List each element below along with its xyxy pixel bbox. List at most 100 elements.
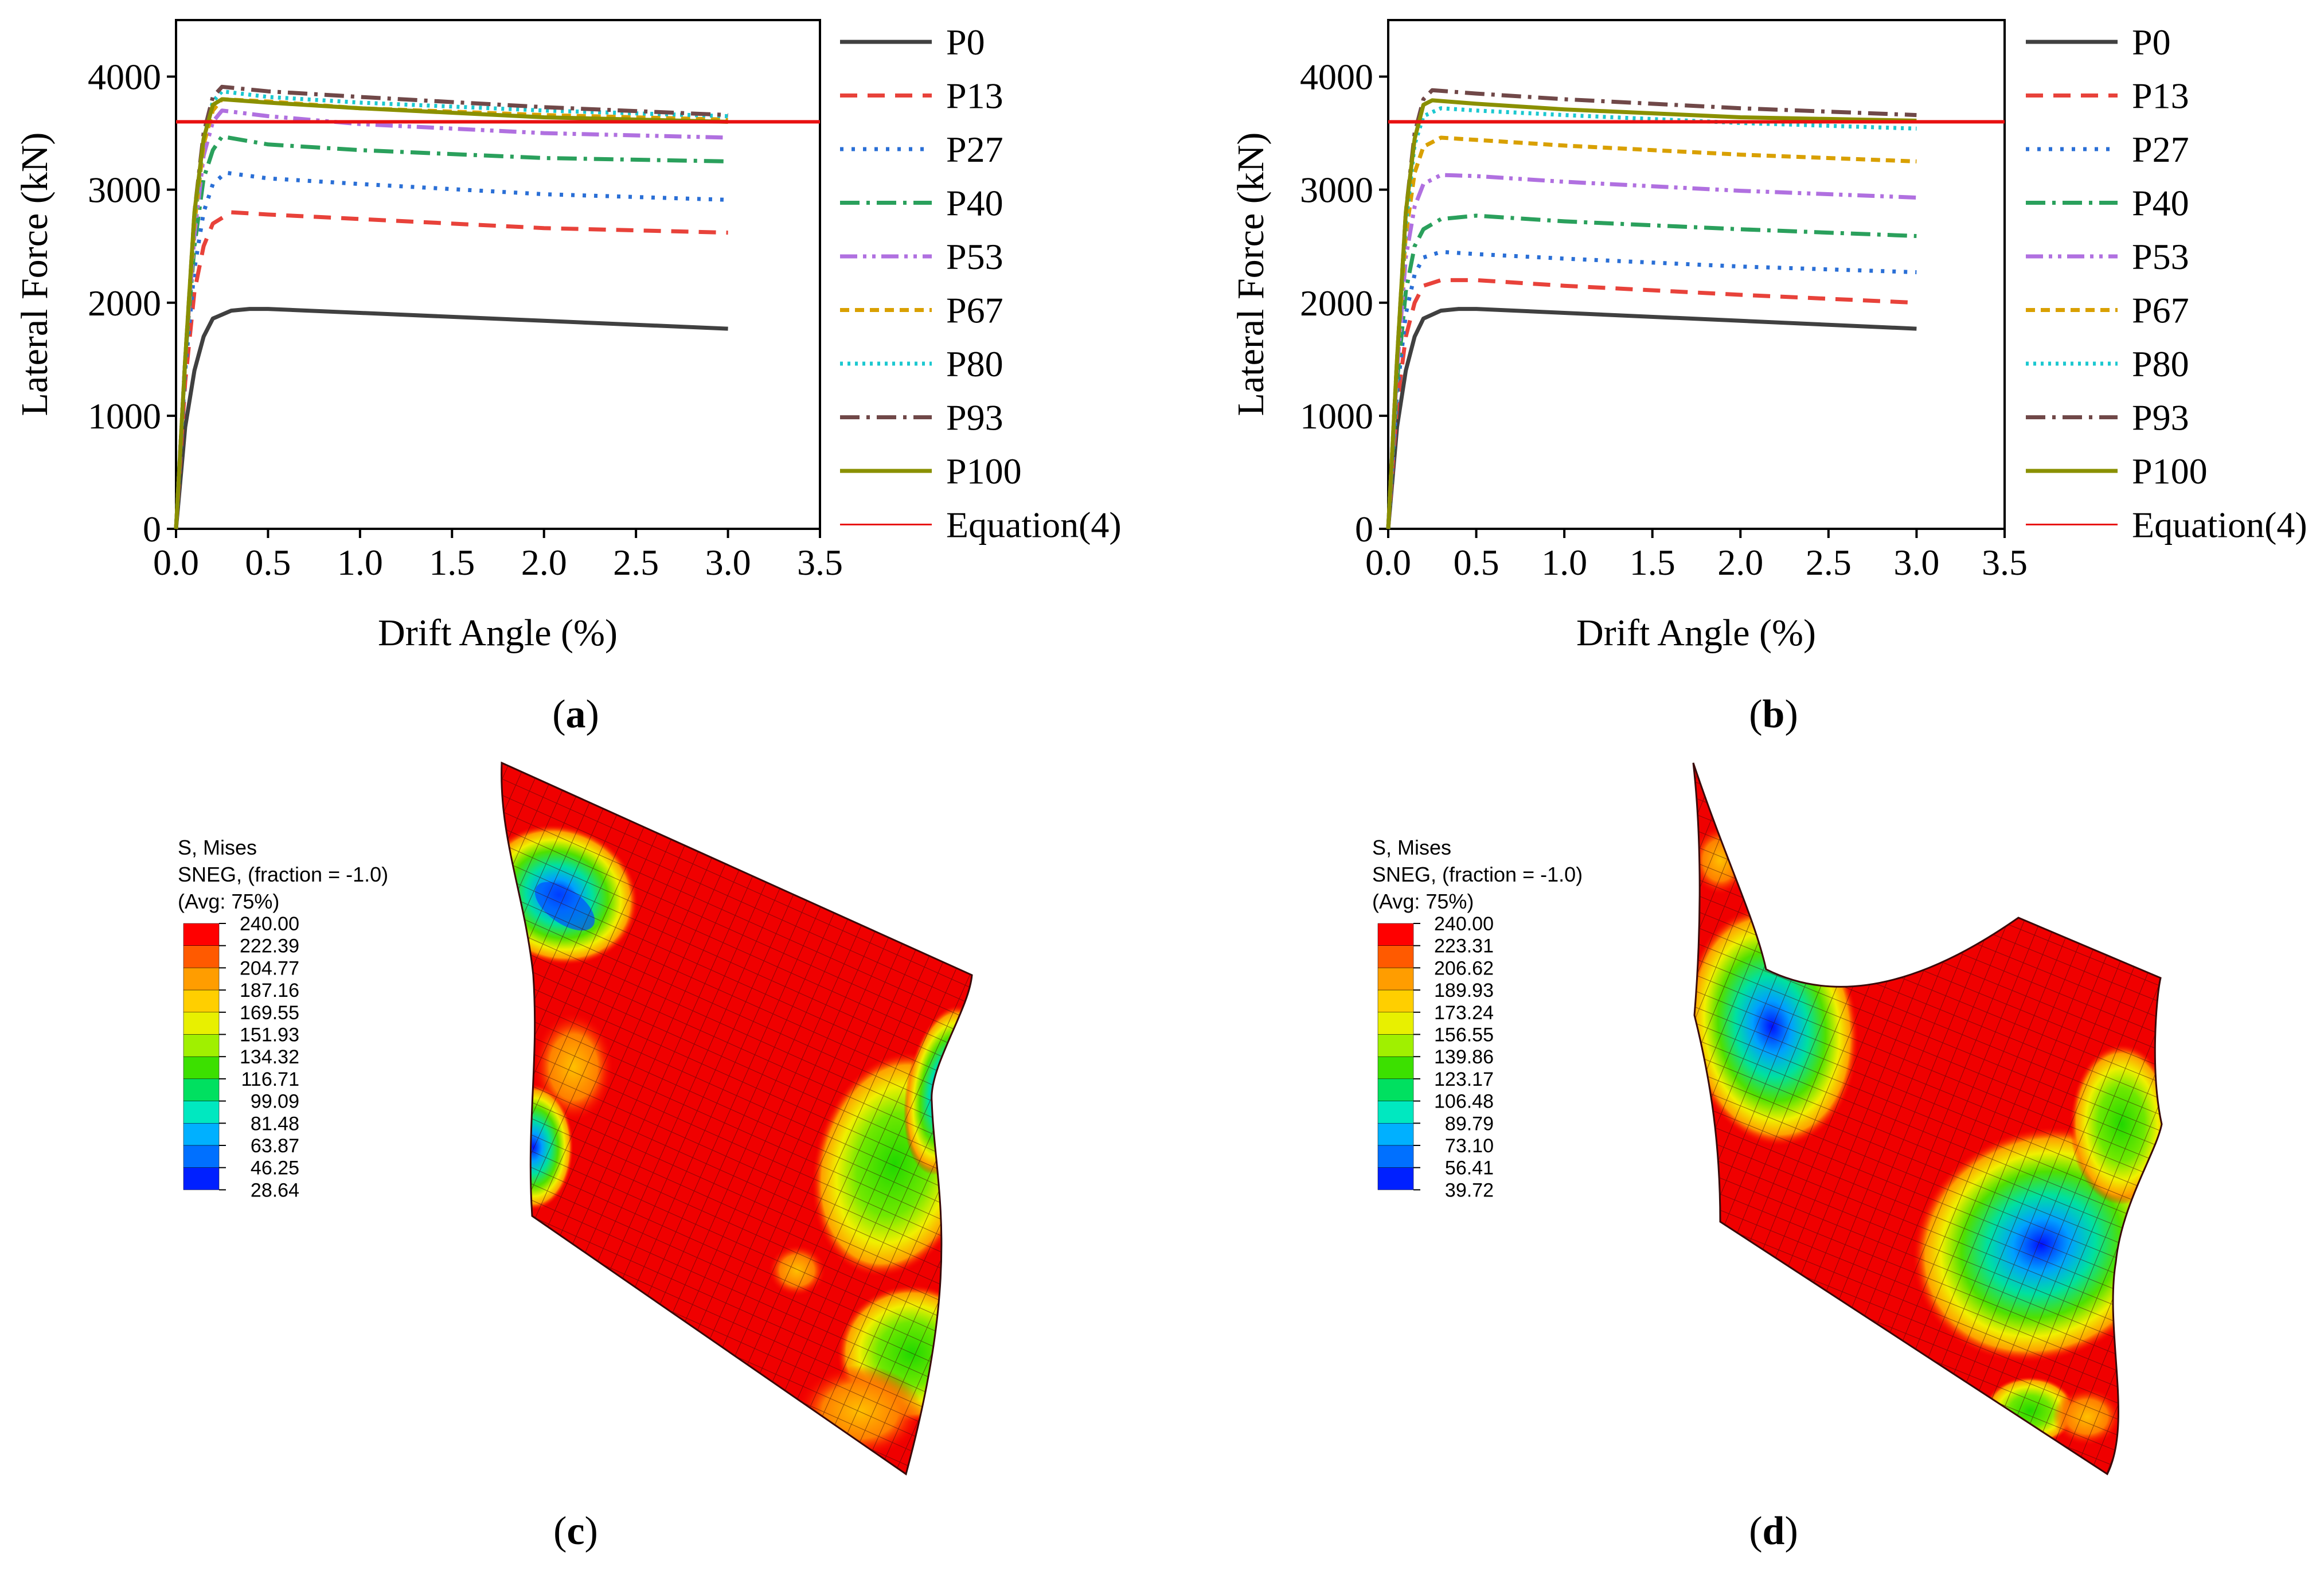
contour-level-label-c: 116.71 [241, 1069, 299, 1090]
contour-level-label-c: 169.55 [240, 1002, 299, 1024]
contour-swatch-d [1377, 1034, 1414, 1057]
contour-swatch-c [183, 1012, 220, 1035]
x-tick-label-a: 2.0 [521, 542, 567, 583]
series-line-p100-b [1386, 98, 1917, 529]
contour-title-line-c: (Avg: 75%) [178, 890, 279, 913]
contour-swatch-c [183, 923, 220, 946]
svg-text:(a): (a) [552, 692, 599, 736]
y-tick-label-b: 0 [1355, 509, 1373, 549]
y-tick-label-a: 0 [143, 509, 161, 549]
contour-title-line-d: S, Mises [1372, 836, 1451, 859]
legend-label-p67-a: P67 [946, 290, 1003, 331]
series-line-p40-b [1386, 213, 1917, 529]
contour-level-label-c: 28.64 [251, 1179, 299, 1201]
y-axis-label-a: Lateral Force (kN) [14, 132, 56, 416]
contour-level-label-d: 223.31 [1434, 935, 1494, 957]
series-group-a [174, 84, 820, 529]
legend-label-equation4-a: Equation(4) [946, 505, 1122, 545]
contour-panel-c: S, Mises SNEG, (fraction = -1.0) (Avg: 75%… [178, 761, 973, 1553]
contour-swatch-c [183, 945, 220, 968]
legend-label-p67-b: P67 [2132, 290, 2189, 331]
y-tick-label-a: 2000 [88, 283, 161, 323]
series-line-p53-a [174, 108, 728, 529]
y-tick-label-b: 2000 [1300, 283, 1373, 323]
legend-label-p100-b: P100 [2132, 451, 2208, 492]
contour-level-label-d: 173.24 [1434, 1002, 1494, 1024]
y-tick-label-b: 1000 [1300, 396, 1373, 436]
contour-level-label-d: 89.79 [1445, 1113, 1494, 1135]
contour-level-label-d: 206.62 [1434, 957, 1494, 979]
legend-label-p27-b: P27 [2132, 129, 2189, 170]
contour-swatch-d [1377, 923, 1414, 946]
deformed-plate-c [501, 761, 973, 1476]
caption-a-letter: a [566, 692, 586, 736]
contour-level-label-c: 46.25 [251, 1157, 299, 1179]
series-line-p100-a [174, 97, 728, 529]
contour-swatch-d [1377, 1012, 1414, 1035]
x-tick-label-a: 3.5 [797, 542, 843, 583]
legend-label-p13-b: P13 [2132, 76, 2189, 116]
series-line-p13-b [1386, 278, 1917, 529]
series-line-p27-a [174, 170, 728, 529]
contour-swatch-c [183, 1034, 220, 1057]
y-tick-label-a: 4000 [88, 57, 161, 98]
x-tick-label-b: 3.5 [1982, 542, 2028, 583]
contour-swatch-c [183, 1123, 220, 1146]
legend-label-p80-b: P80 [2132, 344, 2189, 384]
x-tick-label-b: 2.5 [1806, 542, 1852, 583]
series-line-p67-a [174, 97, 728, 529]
series-line-p13-a [174, 210, 728, 529]
legend-label-p93-b: P93 [2132, 397, 2189, 438]
x-tick-label-a: 3.0 [705, 542, 751, 583]
legend-label-p93-a: P93 [946, 397, 1003, 438]
series-line-p67-b [1386, 135, 1917, 529]
legend-label-equation4-b: Equation(4) [2132, 505, 2307, 545]
caption-c: (c) [553, 1509, 598, 1553]
contour-level-label-c: 204.77 [240, 957, 299, 979]
legend-label-p100-a: P100 [946, 451, 1022, 492]
contour-swatch-c [183, 1167, 220, 1190]
y-tick-label-b: 4000 [1300, 57, 1373, 98]
legend-label-p27-a: P27 [946, 129, 1003, 170]
contour-swatch-d [1377, 1101, 1414, 1124]
contour-level-label-d: 139.86 [1434, 1046, 1494, 1068]
y-tick-label-a: 3000 [88, 170, 161, 210]
x-tick-label-b: 3.0 [1893, 542, 1939, 583]
contour-swatch-c [183, 989, 220, 1013]
x-tick-label-a: 1.0 [337, 542, 383, 583]
deformed-plate-d [1692, 762, 2163, 1476]
legend-label-p0-b: P0 [2132, 22, 2171, 63]
contour-title-line-c: SNEG, (fraction = -1.0) [178, 863, 388, 886]
contour-title-line-c: S, Mises [178, 836, 257, 859]
contour-title-line-d: (Avg: 75%) [1372, 890, 1474, 913]
legend-label-p0-a: P0 [946, 22, 985, 63]
caption-d: (d) [1749, 1509, 1798, 1553]
legend-label-p80-a: P80 [946, 344, 1003, 384]
series-line-p40-a [174, 134, 728, 529]
x-tick-label-a: 0.5 [245, 542, 291, 583]
contour-swatch-c [183, 968, 220, 991]
contour-level-label-d: 106.48 [1434, 1091, 1494, 1113]
contour-level-label-c: 187.16 [240, 980, 299, 1001]
series-line-p27-b [1386, 250, 1917, 529]
legend-label-p53-a: P53 [946, 236, 1003, 277]
contour-level-label-d: 39.72 [1445, 1179, 1494, 1201]
contour-legend-c: S, Mises SNEG, (fraction = -1.0) (Avg: 75%… [178, 836, 388, 1201]
x-axis-label-b: Drift Angle (%) [1576, 612, 1816, 654]
contour-legend-d: S, Mises SNEG, (fraction = -1.0) (Avg: 75%… [1372, 836, 1583, 1201]
y-axis-label-b: Lateral Force (kN) [1230, 132, 1272, 416]
contour-level-label-c: 63.87 [251, 1135, 299, 1157]
x-tick-label-b: 1.5 [1630, 542, 1675, 583]
contour-swatch-c [183, 1056, 220, 1079]
caption-b-letter: b [1763, 692, 1785, 736]
contour-level-label-d: 56.41 [1445, 1157, 1494, 1179]
contour-level-label-c: 99.09 [251, 1091, 299, 1113]
series-line-p93-a [174, 84, 728, 529]
contour-swatch-d [1377, 1056, 1414, 1079]
contour-level-label-c: 240.00 [240, 913, 299, 935]
contour-level-label-c: 222.39 [240, 935, 299, 957]
contour-level-label-d: 240.00 [1434, 913, 1494, 935]
contour-swatch-d [1377, 968, 1414, 991]
